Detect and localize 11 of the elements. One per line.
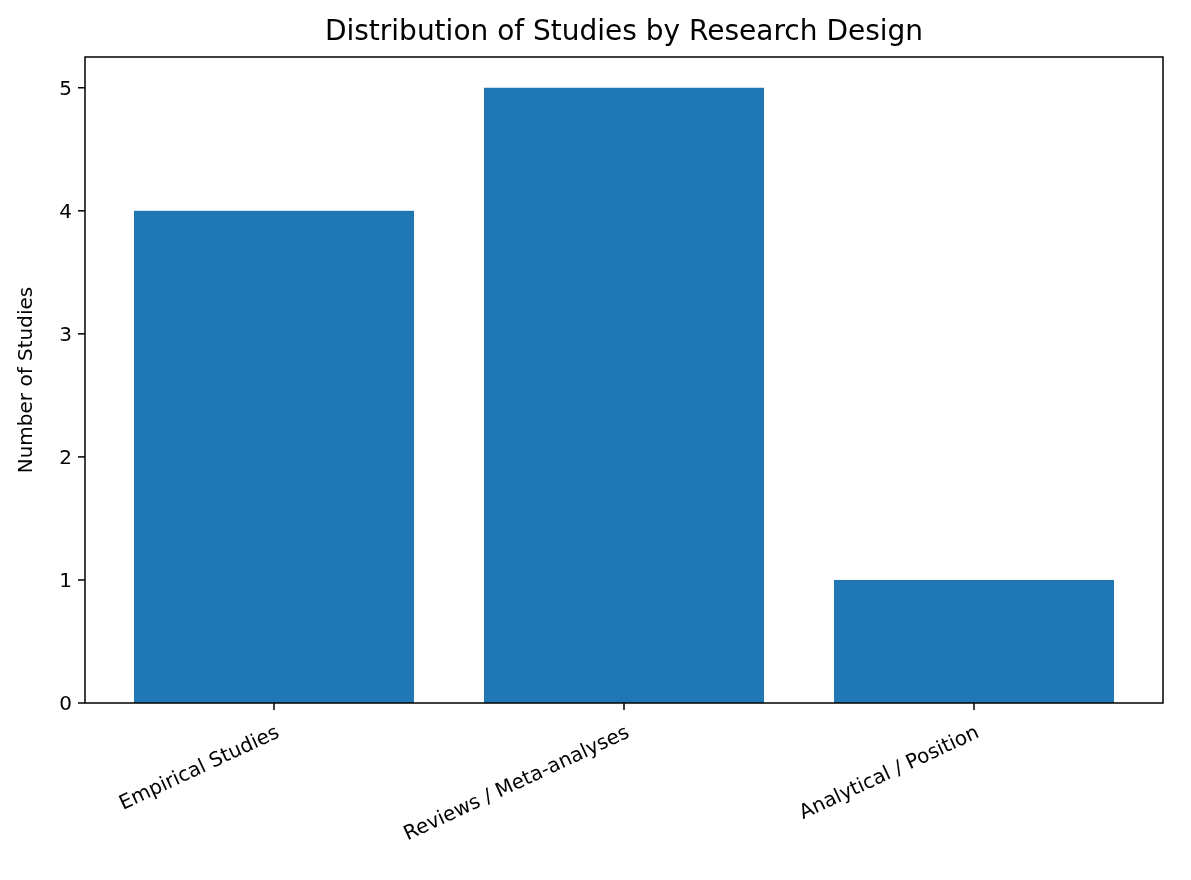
y-tick-label: 2	[59, 444, 72, 469]
bar	[484, 87, 764, 703]
bar	[834, 579, 1114, 703]
bar	[134, 210, 414, 703]
y-tick-label: 5	[59, 75, 72, 100]
y-tick-label: 0	[59, 691, 72, 715]
y-tick-label: 1	[59, 567, 72, 592]
y-tick-label: 4	[59, 198, 72, 223]
y-tick-label: 3	[59, 321, 72, 346]
chart-title: Distribution of Studies by Research Design	[324, 14, 924, 47]
y-axis-title: Number of Studies	[13, 286, 37, 474]
